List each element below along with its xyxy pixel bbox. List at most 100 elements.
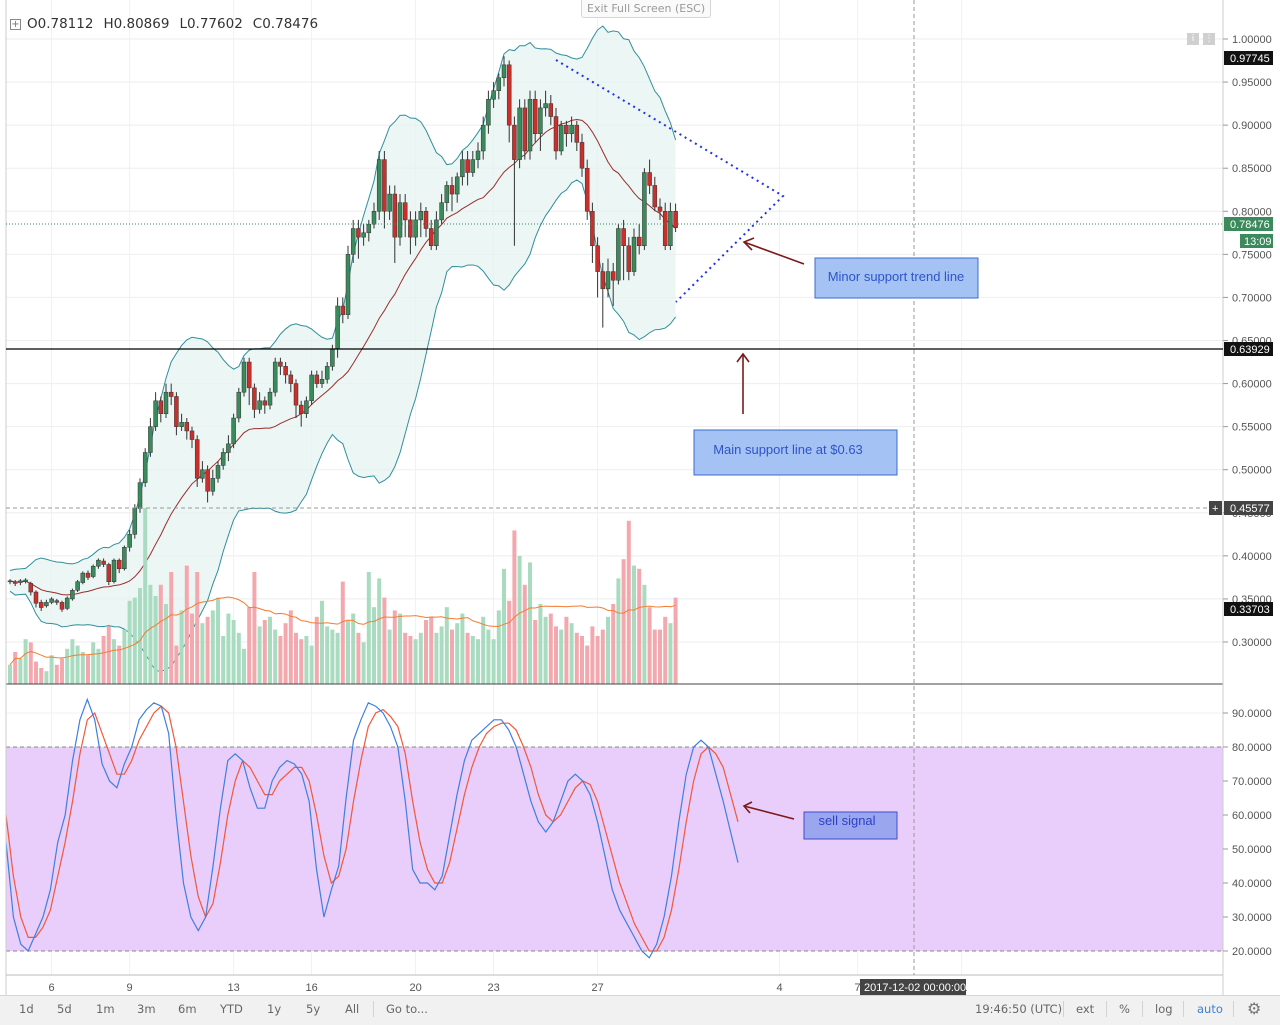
main-support-box[interactable] (693, 429, 898, 476)
volume-bar (637, 568, 642, 684)
trendline-triangle[interactable] (555, 59, 785, 303)
volume-bar (143, 508, 148, 684)
candle-body (59, 602, 65, 610)
time-tick-label: 20 (409, 982, 421, 994)
range-1m[interactable]: 1m (96, 1002, 115, 1016)
candle-body (418, 211, 424, 221)
crosshair-tag-bg (1224, 501, 1273, 515)
time-axis[interactable]: 6913162023274711 (49, 982, 968, 994)
sell-arrow-head (742, 801, 753, 814)
candle-body (491, 90, 496, 100)
candle-body (673, 211, 678, 228)
volume-bar (502, 568, 506, 684)
candle-body (408, 219, 413, 238)
volume-bar (236, 632, 241, 684)
volume-bar (543, 616, 548, 684)
volume-bar (481, 616, 486, 684)
volume-bar (91, 642, 96, 684)
candle-body (7, 580, 13, 583)
candle-body (272, 361, 278, 393)
price-tick-label: 0.60000 (1232, 379, 1272, 391)
time-tick-label: 4 (777, 982, 783, 994)
volume-bar (226, 613, 231, 684)
candle-body (496, 77, 502, 91)
candle-body (33, 591, 39, 604)
auto-toggle[interactable]: auto (1197, 1002, 1223, 1016)
volume-bar (408, 636, 413, 684)
range-ytd[interactable]: YTD (220, 1002, 243, 1016)
candle-body (236, 391, 242, 419)
collapse-icon[interactable]: + (10, 18, 21, 30)
candle-body (246, 361, 252, 389)
candle-body (434, 219, 439, 246)
minor-support-box[interactable] (814, 257, 979, 299)
range-6m[interactable]: 6m (178, 1002, 197, 1016)
candle-body (532, 99, 538, 135)
volume-ma (9, 596, 676, 666)
price-axis[interactable]: 1.00000 0.95000 0.90000 0.85000 0.80000 0.750… (1223, 34, 1272, 958)
candle-body (283, 366, 288, 376)
volume-bar (195, 572, 200, 684)
volume-bar (80, 652, 85, 684)
candle-body (480, 124, 486, 152)
price-tick-label: 1.00000 (1232, 34, 1272, 46)
bottom-toolbar: 1d 5d 1m 3m 6m YTD 1y 5y All Go to... 19… (0, 995, 1280, 1025)
settings-gear-icon[interactable]: ⚙ (1247, 999, 1262, 1018)
volume-bar (257, 626, 262, 684)
exit-fullscreen-button[interactable]: Exit Full Screen (ESC) (581, 0, 712, 18)
candle-body (538, 107, 543, 135)
range-1y[interactable]: 1y (267, 1002, 282, 1016)
candle-body (132, 508, 138, 535)
stoch-tick-label: 20.0000 (1232, 946, 1272, 958)
candle-body (314, 374, 320, 384)
candle-body (454, 176, 460, 195)
sell-signal-box[interactable] (803, 811, 898, 840)
volume-bar (616, 578, 621, 684)
volume-bar (621, 559, 626, 684)
volume-bar (528, 562, 532, 684)
volume-bar (564, 616, 569, 684)
candle-body (662, 211, 668, 246)
ohlc-low: L0.77602 (179, 16, 243, 32)
candle-body (174, 396, 179, 427)
volume-bar (252, 572, 257, 684)
candle-body (122, 546, 127, 570)
candle-body (252, 387, 257, 410)
divider (373, 1001, 374, 1017)
volume-bar (460, 613, 465, 684)
goto-button[interactable]: Go to... (386, 1002, 428, 1016)
candle-body (85, 572, 91, 578)
candle-body (486, 99, 491, 126)
crosshair-date: 2017-12-02 00:00:00 (864, 982, 966, 994)
range-5y[interactable]: 5y (306, 1002, 321, 1016)
volume-bar (112, 639, 116, 684)
candle-body (278, 361, 283, 367)
log-toggle[interactable]: log (1155, 1002, 1173, 1016)
volume-bar (548, 613, 553, 684)
volume-bar (595, 636, 600, 684)
candle-body (626, 245, 632, 272)
candle-body (184, 422, 190, 432)
range-3m[interactable]: 3m (137, 1002, 156, 1016)
volume-bar (205, 616, 210, 684)
utc-clock[interactable]: 19:46:50 (UTC) (975, 1002, 1063, 1016)
range-5d[interactable]: 5d (57, 1002, 72, 1016)
volume-bar (673, 597, 678, 684)
volume-bar (320, 600, 324, 684)
ohlc-close: C0.78476 (252, 16, 319, 32)
volume-bar (34, 661, 38, 684)
range-1d[interactable]: 1d (19, 1002, 34, 1016)
pane-menu-icon[interactable]: ⋮ (1203, 33, 1215, 45)
percent-toggle[interactable]: % (1119, 1002, 1130, 1016)
price-tags: 0.97745 0.78476 13:09 0.63929 0.45577 + … (860, 51, 1273, 995)
price-tick-label: 0.30000 (1232, 637, 1272, 649)
range-all[interactable]: All (345, 1002, 360, 1016)
candle-body (548, 103, 554, 117)
ext-toggle[interactable]: ext (1076, 1002, 1095, 1016)
volume-bar (174, 645, 179, 684)
candle-body (330, 348, 335, 367)
candle-body (116, 559, 122, 570)
pane-info-icon[interactable]: i (1187, 33, 1199, 45)
volume-bar (221, 636, 226, 684)
